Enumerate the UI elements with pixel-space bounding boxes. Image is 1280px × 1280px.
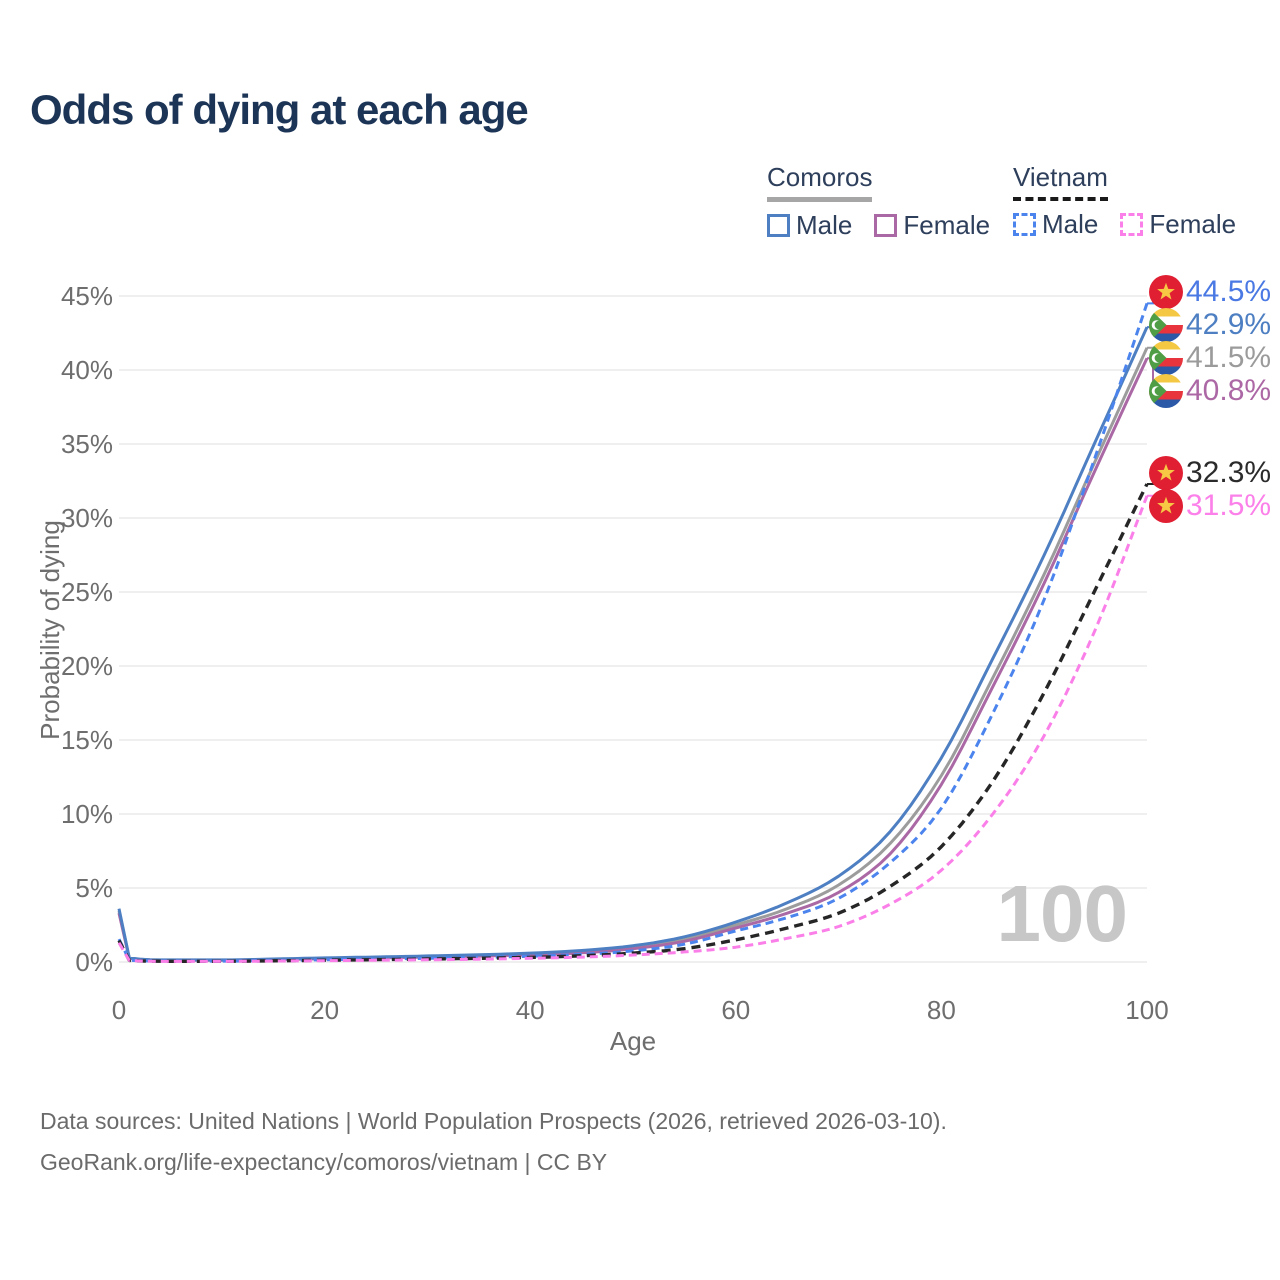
x-tick-label: 100 xyxy=(1125,995,1169,1025)
legend-group-comoros: Comoros Male Female xyxy=(767,162,1012,241)
age-watermark: 100 xyxy=(996,869,1128,958)
comoros-flag-icon xyxy=(1149,374,1183,409)
legend-country-vietnam: Vietnam xyxy=(1013,162,1108,201)
legend-item-label: Female xyxy=(903,210,991,240)
legend-item-comoros-male[interactable]: Male xyxy=(767,210,852,241)
x-tick-label: 80 xyxy=(926,995,956,1025)
page-title: Odds of dying at each age xyxy=(30,86,529,133)
legend-item-label: Female xyxy=(1149,209,1237,239)
footer-data-sources: Data sources: United Nations | World Pop… xyxy=(40,1108,947,1134)
comoros-flag-icon xyxy=(1149,341,1183,376)
series-line-vietnam-both xyxy=(117,483,1149,963)
y-tick-label: 15% xyxy=(60,725,113,755)
series-line-comoros-male xyxy=(117,326,1149,962)
x-tick-label: 60 xyxy=(721,995,751,1025)
end-value-label-vietnam-both: 32.3% xyxy=(1186,455,1272,489)
series-line-comoros-both xyxy=(117,347,1149,962)
legend-item-vietnam-male[interactable]: Male xyxy=(1013,209,1098,240)
legend-item-vietnam-female[interactable]: Female xyxy=(1120,209,1236,240)
legend-swatch-icon xyxy=(767,214,790,237)
x-axis-title: Age xyxy=(609,1026,657,1056)
end-value-label-comoros-both: 41.5% xyxy=(1186,341,1272,375)
y-tick-label: 5% xyxy=(75,873,113,903)
y-tick-label: 40% xyxy=(60,355,113,385)
legend-item-comoros-female[interactable]: Female xyxy=(874,210,990,241)
end-value-label-vietnam-female: 31.5% xyxy=(1186,488,1272,522)
x-tick-label: 40 xyxy=(515,995,545,1025)
y-tick-label: 25% xyxy=(60,577,113,607)
y-tick-label: 35% xyxy=(60,429,113,459)
y-tick-label: 20% xyxy=(60,651,113,681)
legend-item-label: Male xyxy=(1042,209,1099,239)
y-axis-title: Probability of dying xyxy=(35,520,65,740)
comoros-flag-icon xyxy=(1149,308,1183,343)
legend-item-label: Male xyxy=(796,210,853,240)
vietnam-flag-icon xyxy=(1149,455,1183,490)
series-line-vietnam-male xyxy=(117,302,1149,963)
end-value-label-vietnam-male: 44.5% xyxy=(1186,275,1272,309)
y-tick-label: 45% xyxy=(60,281,113,311)
legend-swatch-icon xyxy=(874,214,898,237)
legend-group-vietnam: Vietnam Male Female xyxy=(1013,162,1258,240)
vietnam-flag-icon xyxy=(1149,488,1183,523)
y-tick-label: 30% xyxy=(60,503,113,533)
y-tick-label: 0% xyxy=(75,947,113,977)
x-tick-label: 0 xyxy=(111,995,127,1025)
x-tick-label: 20 xyxy=(310,995,340,1025)
end-value-label-comoros-female: 40.8% xyxy=(1186,374,1272,408)
end-value-label-comoros-male: 42.9% xyxy=(1186,308,1272,342)
vietnam-flag-icon xyxy=(1149,275,1183,310)
legend-country-comoros: Comoros xyxy=(767,162,873,202)
series-line-vietnam-female xyxy=(117,495,1149,963)
legend-swatch-icon xyxy=(1013,213,1036,236)
y-tick-label: 10% xyxy=(60,799,113,829)
legend-swatch-icon xyxy=(1120,213,1144,236)
footer-attribution: GeoRank.org/life-expectancy/comoros/viet… xyxy=(40,1149,608,1175)
